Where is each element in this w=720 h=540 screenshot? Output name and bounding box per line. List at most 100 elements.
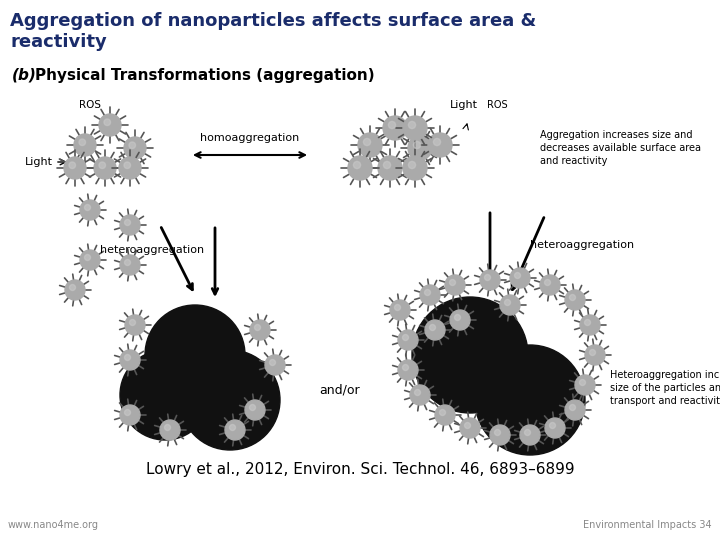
- Text: heteroaggregation: heteroaggregation: [530, 240, 634, 250]
- Circle shape: [565, 290, 585, 310]
- Circle shape: [439, 409, 446, 415]
- Circle shape: [80, 200, 100, 220]
- Circle shape: [70, 285, 76, 291]
- Circle shape: [425, 320, 445, 340]
- Circle shape: [390, 300, 410, 320]
- Text: Aggregation increases size and
decreases available surface area
and reactivity: Aggregation increases size and decreases…: [540, 130, 701, 166]
- Text: (b): (b): [12, 68, 37, 83]
- Circle shape: [403, 116, 427, 140]
- Circle shape: [99, 162, 106, 168]
- Circle shape: [69, 162, 76, 168]
- Text: homoaggregation: homoaggregation: [200, 133, 300, 143]
- Text: ROS: ROS: [79, 100, 101, 110]
- Circle shape: [430, 325, 436, 330]
- Text: Aggregation of nanoparticles affects surface area &: Aggregation of nanoparticles affects sur…: [10, 12, 536, 30]
- Circle shape: [124, 162, 130, 168]
- Circle shape: [490, 425, 510, 445]
- Circle shape: [120, 215, 140, 235]
- Circle shape: [225, 420, 245, 440]
- Circle shape: [402, 334, 408, 341]
- Circle shape: [585, 345, 605, 365]
- Circle shape: [74, 134, 96, 156]
- Circle shape: [540, 275, 560, 295]
- Text: Lowry et al., 2012, Environ. Sci. Technol. 46, 6893–6899: Lowry et al., 2012, Environ. Sci. Techno…: [145, 462, 575, 477]
- Circle shape: [464, 422, 470, 429]
- Circle shape: [590, 349, 595, 355]
- Circle shape: [454, 314, 461, 321]
- Circle shape: [500, 295, 520, 315]
- Circle shape: [125, 315, 145, 335]
- Circle shape: [269, 360, 276, 366]
- Circle shape: [250, 320, 270, 340]
- Circle shape: [79, 139, 86, 146]
- Circle shape: [378, 156, 402, 180]
- Circle shape: [364, 138, 371, 146]
- Circle shape: [120, 405, 140, 425]
- Circle shape: [65, 280, 85, 300]
- Circle shape: [433, 138, 441, 146]
- Circle shape: [84, 205, 91, 211]
- Circle shape: [580, 380, 585, 386]
- Circle shape: [445, 275, 465, 295]
- Circle shape: [64, 157, 86, 179]
- Circle shape: [383, 116, 407, 140]
- Circle shape: [125, 409, 130, 415]
- Circle shape: [549, 422, 556, 429]
- Text: www.nano4me.org: www.nano4me.org: [8, 520, 99, 530]
- Circle shape: [544, 280, 551, 286]
- Text: Light: Light: [450, 100, 478, 110]
- Text: ROS: ROS: [487, 100, 508, 110]
- Circle shape: [398, 330, 418, 350]
- Circle shape: [348, 156, 372, 180]
- Circle shape: [354, 161, 361, 168]
- Text: and/or: and/or: [320, 383, 360, 396]
- Circle shape: [395, 305, 400, 310]
- Circle shape: [460, 418, 480, 438]
- Text: Heteroaggregation increases
size of the particles and affects
transport and reac: Heteroaggregation increases size of the …: [610, 370, 720, 407]
- Circle shape: [119, 157, 141, 179]
- Circle shape: [125, 219, 130, 226]
- Circle shape: [408, 136, 432, 160]
- Circle shape: [415, 389, 420, 395]
- Circle shape: [120, 255, 140, 275]
- Circle shape: [104, 119, 111, 126]
- Circle shape: [420, 285, 440, 305]
- Circle shape: [545, 418, 565, 438]
- Circle shape: [254, 325, 261, 330]
- Circle shape: [120, 350, 210, 440]
- Circle shape: [250, 404, 256, 410]
- Text: reactivity: reactivity: [10, 33, 107, 51]
- Text: heteroaggregation: heteroaggregation: [100, 245, 204, 255]
- Circle shape: [520, 425, 540, 445]
- Circle shape: [428, 133, 452, 157]
- Circle shape: [125, 354, 130, 361]
- Circle shape: [449, 280, 456, 286]
- Circle shape: [145, 305, 245, 405]
- Circle shape: [412, 297, 528, 413]
- Circle shape: [120, 350, 140, 370]
- Circle shape: [265, 355, 285, 375]
- Circle shape: [425, 289, 431, 295]
- Circle shape: [84, 254, 91, 260]
- Circle shape: [505, 300, 510, 306]
- Circle shape: [580, 315, 600, 335]
- Circle shape: [450, 310, 470, 330]
- Circle shape: [515, 273, 521, 279]
- Circle shape: [402, 364, 408, 370]
- Circle shape: [510, 268, 530, 288]
- Circle shape: [408, 122, 415, 129]
- Circle shape: [408, 161, 415, 168]
- Circle shape: [164, 424, 171, 430]
- Circle shape: [358, 133, 382, 157]
- Circle shape: [410, 385, 430, 405]
- Circle shape: [130, 320, 135, 326]
- Circle shape: [398, 360, 418, 380]
- Circle shape: [124, 137, 146, 159]
- Circle shape: [524, 429, 531, 435]
- Circle shape: [160, 420, 180, 440]
- Circle shape: [485, 274, 490, 280]
- Circle shape: [180, 350, 280, 450]
- Circle shape: [129, 142, 135, 149]
- Circle shape: [413, 141, 420, 149]
- Text: Environmental Impacts 34: Environmental Impacts 34: [583, 520, 712, 530]
